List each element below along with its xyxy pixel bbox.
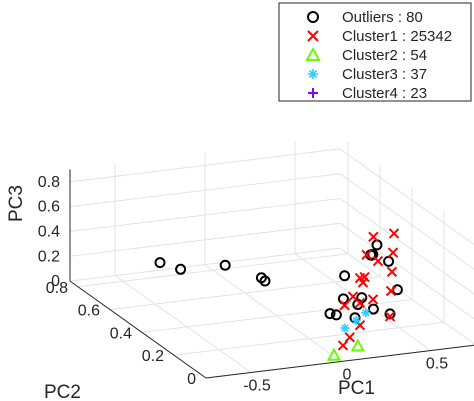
point-x bbox=[384, 311, 396, 322]
z-tick-label: 0.6 bbox=[38, 199, 60, 216]
x-tick-label: 0.5 bbox=[426, 356, 448, 373]
legend-label: Outliers : 80 bbox=[342, 9, 423, 26]
legend: Outliers : 80 Cluster1 : 25342 Cluster2 : … bbox=[278, 2, 472, 102]
point-asterisk bbox=[351, 315, 361, 325]
point-x bbox=[385, 285, 397, 297]
grid-line-z-side bbox=[339, 148, 474, 245]
legend-label: Cluster4 : 23 bbox=[342, 85, 427, 102]
z-tick-label: 0 bbox=[51, 273, 60, 290]
legend-marker-plus bbox=[308, 88, 318, 98]
legend-label: Cluster3 : 37 bbox=[342, 66, 427, 83]
legend-item: Cluster2 : 54 bbox=[305, 46, 427, 64]
grid-lines bbox=[69, 142, 474, 379]
grid-line-z-back bbox=[69, 222, 341, 257]
legend-marker-asterisk bbox=[308, 69, 318, 79]
point-circle bbox=[219, 259, 231, 271]
axes bbox=[69, 169, 474, 379]
point-x bbox=[386, 266, 398, 278]
z-tick-label: 0.8 bbox=[38, 174, 60, 191]
point-triangle bbox=[350, 338, 365, 352]
point-circle bbox=[384, 308, 396, 320]
grid-line-z-back bbox=[69, 148, 341, 183]
legend-item: Cluster3 : 37 bbox=[308, 66, 427, 83]
point-circle bbox=[324, 308, 336, 320]
grid-line-z-back bbox=[69, 247, 341, 282]
point-x bbox=[372, 255, 384, 267]
z-axis-label: PC3 bbox=[6, 185, 27, 222]
y-tick-label: 0 bbox=[187, 371, 196, 388]
y-axis-label: PC2 bbox=[44, 382, 81, 401]
data-points bbox=[154, 228, 403, 361]
legend-marker-x bbox=[307, 30, 319, 42]
tick-labels: -0.500.500.20.40.60.800.20.40.60.8 bbox=[38, 174, 448, 395]
series-2 bbox=[326, 338, 365, 361]
point-x bbox=[387, 247, 399, 258]
legend-marker-circle bbox=[307, 11, 319, 23]
point-circle bbox=[367, 303, 379, 315]
y-axis-line bbox=[69, 280, 207, 379]
legend-label: Cluster2 : 54 bbox=[342, 47, 427, 64]
grid-line-y-floor bbox=[109, 276, 381, 311]
x-axis-label: PC1 bbox=[338, 378, 375, 399]
y-tick-label: 0.4 bbox=[110, 325, 132, 342]
point-x bbox=[357, 277, 369, 288]
legend-item: Cluster1 : 25342 bbox=[307, 28, 452, 45]
point-triangle bbox=[326, 347, 342, 361]
grid-line-z-back bbox=[69, 198, 341, 232]
point-circle bbox=[339, 270, 351, 282]
legend-item: Cluster4 : 23 bbox=[308, 85, 427, 102]
legend-item: Outliers : 80 bbox=[307, 9, 423, 26]
legend-label: Cluster1 : 25342 bbox=[342, 28, 452, 45]
legend-marker-triangle bbox=[305, 46, 321, 61]
point-x bbox=[388, 228, 400, 239]
grid-line-z-side bbox=[339, 247, 474, 345]
point-x bbox=[347, 291, 359, 302]
x-tick-label: 0 bbox=[343, 367, 352, 384]
grid-line-y-floor bbox=[141, 298, 413, 333]
grid-line-x-floor bbox=[114, 275, 252, 373]
grid-line-z-side bbox=[339, 222, 474, 320]
point-x bbox=[367, 294, 379, 305]
point-x bbox=[339, 300, 350, 311]
grid-line-x-floor bbox=[204, 264, 342, 362]
point-asterisk bbox=[340, 323, 350, 333]
series-1 bbox=[337, 228, 400, 351]
point-asterisk bbox=[361, 308, 371, 318]
x-axis-line bbox=[205, 344, 474, 379]
point-x bbox=[361, 249, 372, 260]
point-circle bbox=[175, 263, 187, 275]
y-tick-label: 0.2 bbox=[142, 348, 164, 365]
grid-line-z-side bbox=[339, 173, 474, 270]
point-circle bbox=[154, 257, 166, 269]
grid-line-z-back bbox=[69, 173, 341, 208]
point-circle bbox=[330, 309, 342, 321]
grid-line-z-side bbox=[339, 198, 474, 295]
series-3 bbox=[340, 308, 371, 333]
point-x bbox=[344, 332, 356, 343]
point-circle bbox=[259, 275, 271, 287]
y-tick-label: 0.8 bbox=[46, 280, 68, 297]
grid-line-y-floor bbox=[173, 321, 445, 356]
grid-line-y-floor bbox=[77, 253, 349, 288]
point-x bbox=[368, 231, 379, 242]
y-tick-label: 0.6 bbox=[78, 303, 100, 320]
z-tick-label: 0.2 bbox=[38, 248, 60, 265]
z-tick-label: 0.4 bbox=[38, 224, 60, 241]
x-tick-label: -0.5 bbox=[243, 378, 271, 395]
